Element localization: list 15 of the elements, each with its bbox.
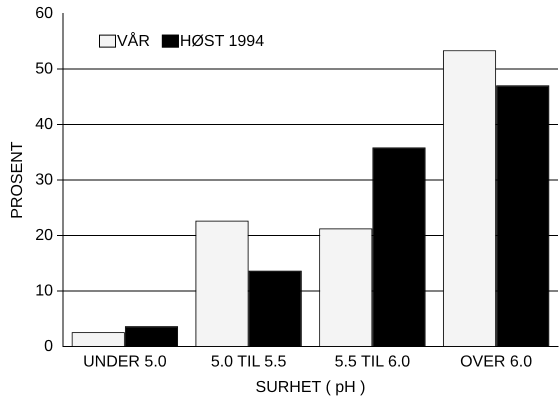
- y-axis-title: PROSENT: [9, 141, 26, 219]
- x-axis-title: SURHET ( pH ): [256, 378, 366, 396]
- y-tick-label: 0: [44, 338, 54, 356]
- y-tick-label: 40: [35, 116, 54, 134]
- y-tick-label: 30: [35, 172, 54, 189]
- y-tick-label: 20: [35, 227, 54, 244]
- y-tick-label: 60: [35, 5, 54, 22]
- x-tick-label: UNDER 5.0: [83, 354, 167, 371]
- x-tick-label: 5.0 TIL 5.5: [210, 354, 287, 371]
- x-tick-label: 5.5 TIL 6.0: [334, 354, 410, 371]
- x-tick-label: OVER 6.0: [460, 354, 532, 371]
- y-tick-label: 10: [35, 282, 54, 300]
- y-tick-label: 50: [35, 60, 54, 78]
- legend-label: HØST 1994: [180, 33, 264, 50]
- legend-label: VÅR: [116, 32, 150, 50]
